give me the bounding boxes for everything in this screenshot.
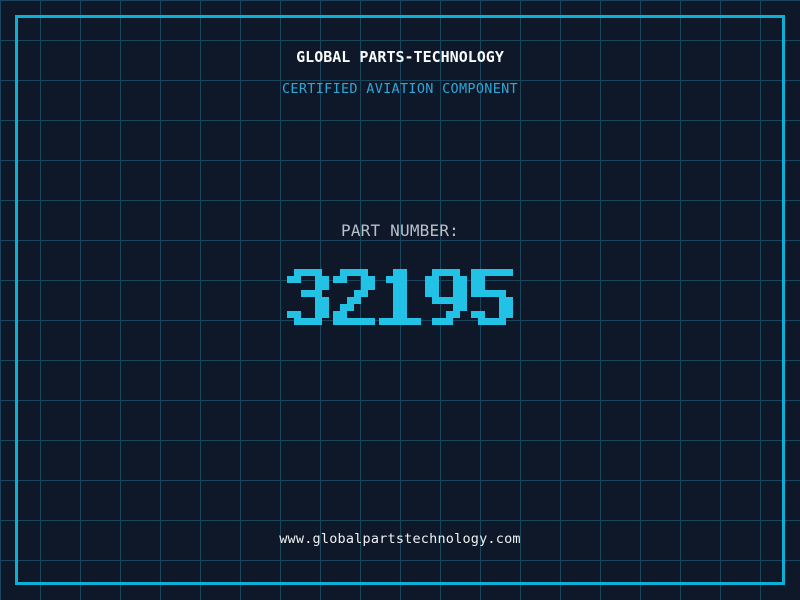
part-number-label: PART NUMBER: (341, 221, 459, 240)
page-subtitle: CERTIFIED AVIATION COMPONENT (282, 81, 518, 97)
page-title: GLOBAL PARTS-TECHNOLOGY (296, 48, 504, 66)
digit-glyph (333, 269, 375, 325)
footer-url: www.globalpartstechnology.com (279, 531, 521, 547)
digit-glyph (425, 269, 467, 325)
digit-glyph (379, 269, 421, 325)
part-number-display (287, 269, 513, 325)
digit-glyph (287, 269, 329, 325)
digit-glyph (471, 269, 513, 325)
blueprint-frame (15, 15, 785, 585)
